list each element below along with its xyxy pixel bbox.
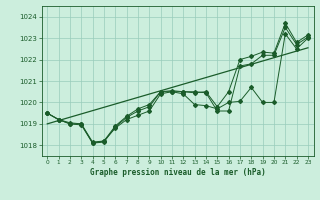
X-axis label: Graphe pression niveau de la mer (hPa): Graphe pression niveau de la mer (hPa) [90,168,266,177]
